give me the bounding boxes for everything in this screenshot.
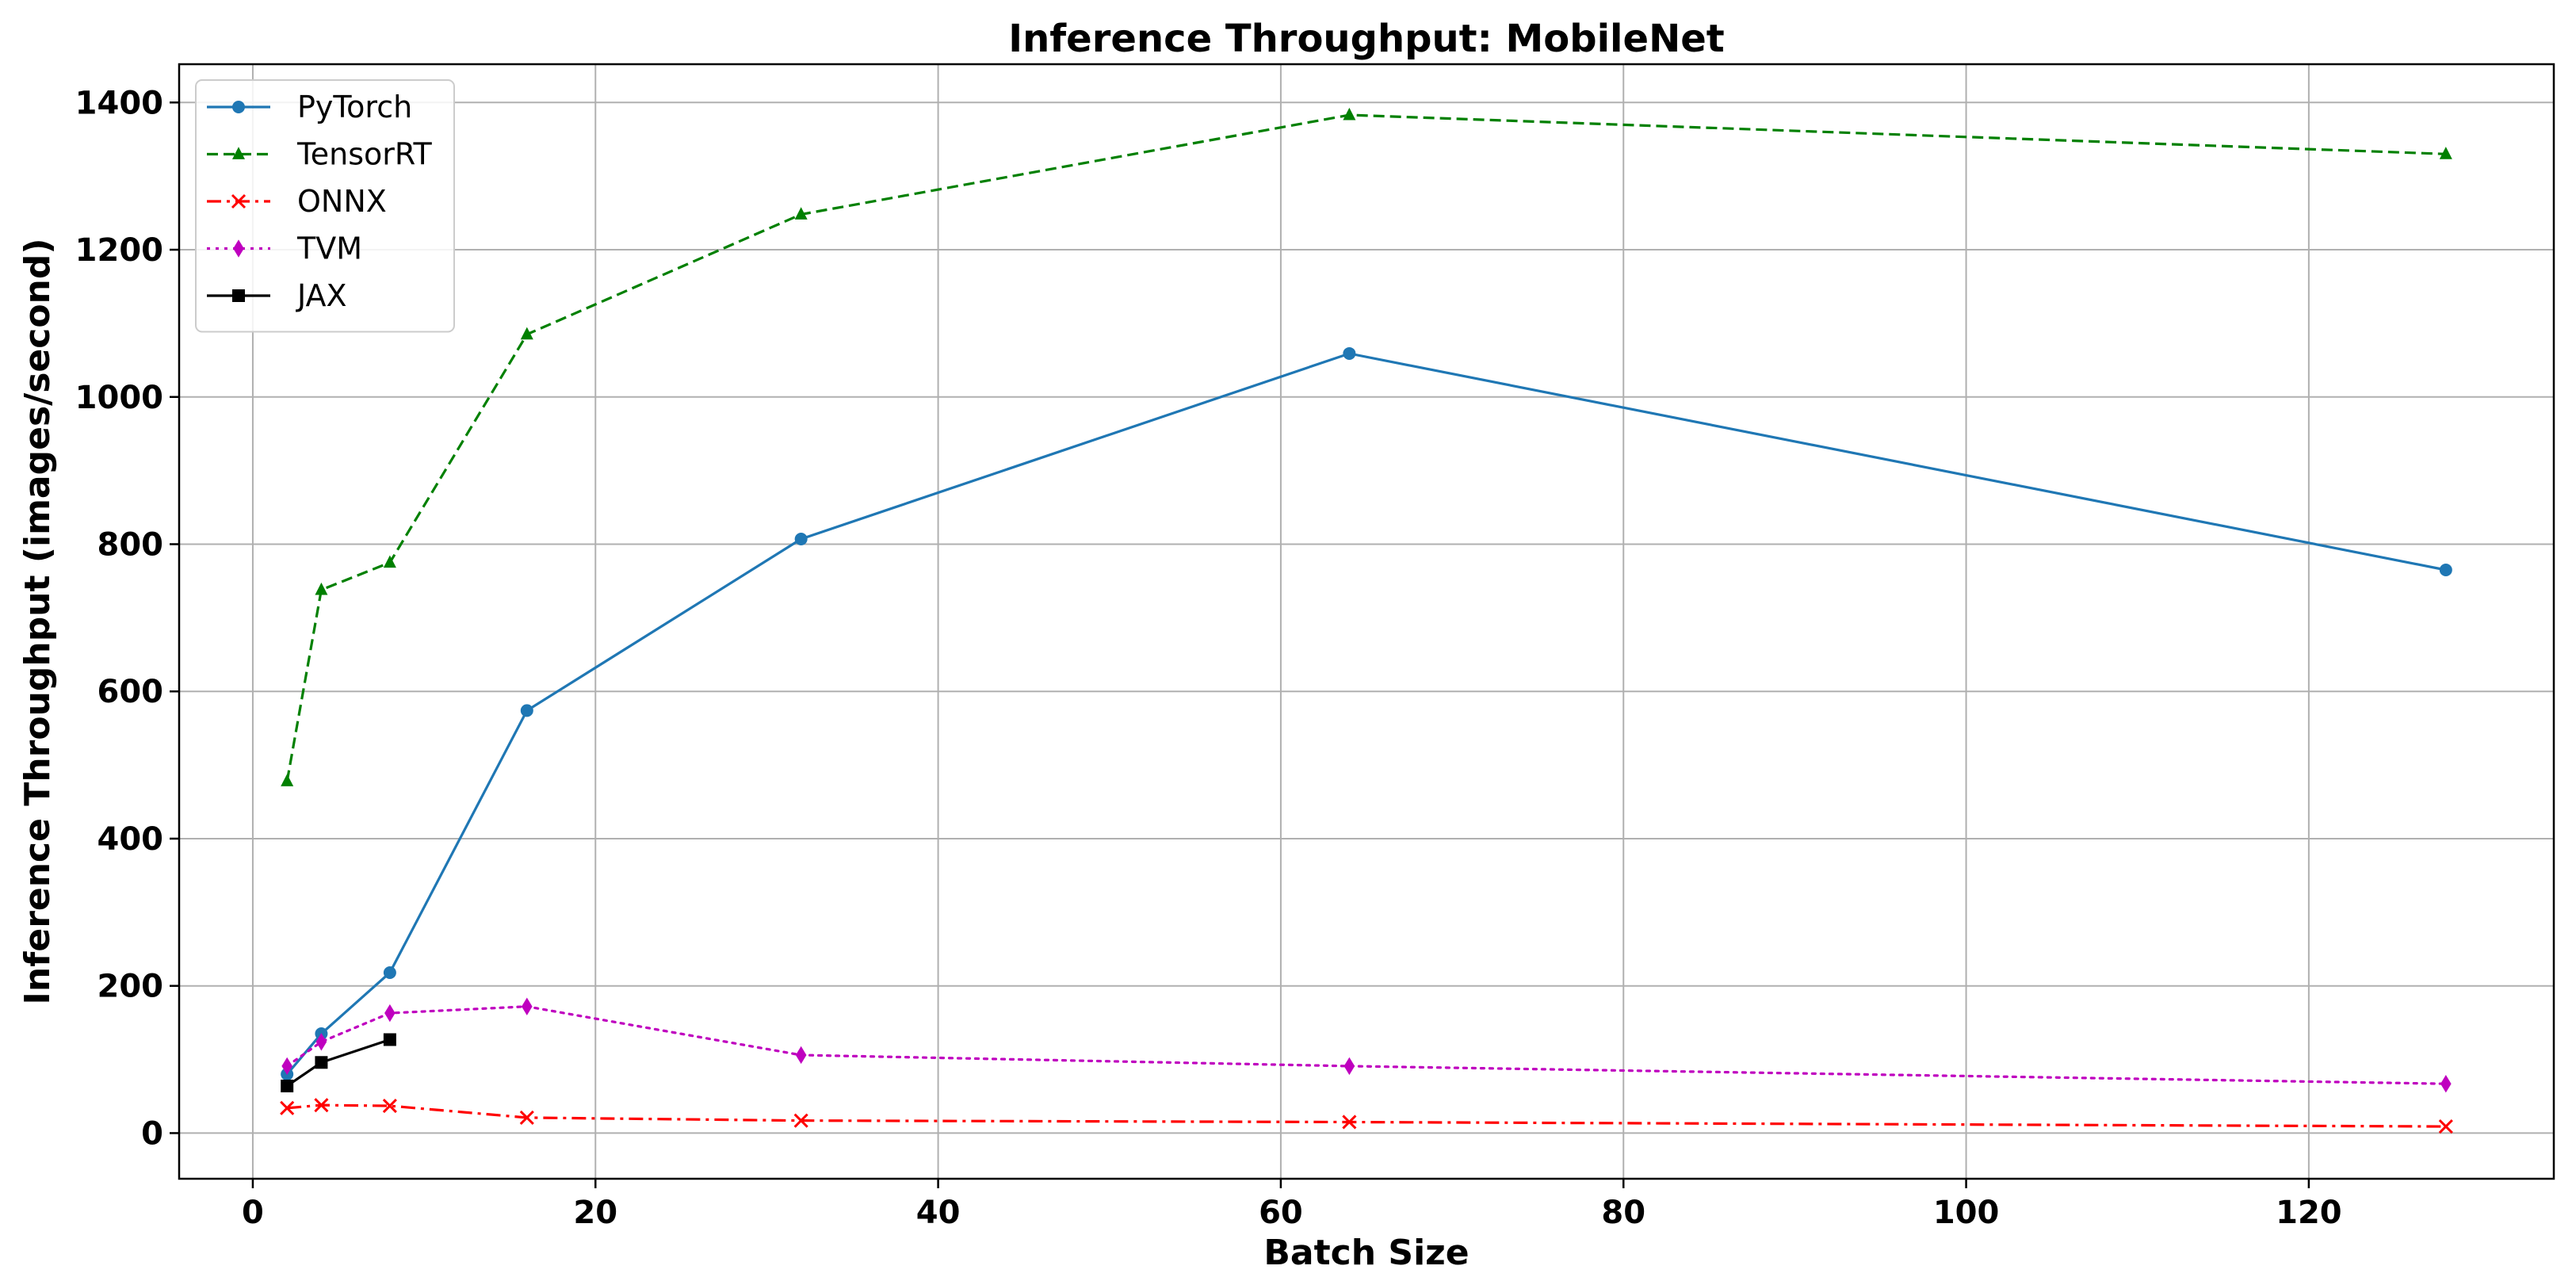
data-point-tvm <box>315 1033 327 1051</box>
legend: PyTorch TensorRT ONNX TVM JAX <box>195 79 455 333</box>
y-tick-label: 1200 <box>75 232 163 269</box>
data-point-onnx <box>793 1113 808 1128</box>
data-point-tvm <box>522 997 533 1015</box>
y-tick-label: 0 <box>141 1115 163 1152</box>
x-tick-label: 40 <box>916 1195 961 1231</box>
series-line-jax <box>286 1038 391 1088</box>
data-point-jax <box>315 1056 328 1069</box>
data-point-pytorch <box>383 966 396 979</box>
data-point-pytorch <box>2439 563 2452 576</box>
legend-item-tvm: TVM <box>207 231 362 266</box>
legend-marker-pytorch <box>232 101 245 113</box>
x-tick-label: 20 <box>573 1195 617 1231</box>
y-tick-label: 800 <box>97 526 164 563</box>
data-point-onnx <box>2438 1119 2453 1134</box>
y-tick-label: 1400 <box>75 85 163 121</box>
x-tick-label: 60 <box>1259 1195 1303 1231</box>
data-point-tvm <box>1343 1057 1355 1076</box>
x-tick-label: 80 <box>1601 1195 1645 1231</box>
data-point-pytorch <box>520 704 533 717</box>
legend-marker-jax <box>232 289 245 302</box>
grid <box>179 64 2554 1179</box>
legend-marker-tvm <box>233 239 244 258</box>
legend-item-pytorch: PyTorch <box>207 90 412 124</box>
x-axis-title: Batch Size <box>1263 1233 1469 1273</box>
series-tensorrt <box>281 107 2452 786</box>
data-point-jax <box>281 1079 294 1092</box>
y-axis-title: Inference Throughput (images/second) <box>17 239 58 1005</box>
data-point-tensorrt <box>1343 107 1356 120</box>
legend-label-onnx: ONNX <box>297 184 387 219</box>
data-point-tvm <box>384 1004 396 1023</box>
data-point-tensorrt <box>2439 147 2452 159</box>
series-layer <box>280 107 2453 1134</box>
legend-box <box>195 79 455 333</box>
data-point-tensorrt <box>281 774 294 786</box>
data-point-onnx <box>1342 1115 1357 1130</box>
data-point-onnx <box>382 1099 397 1114</box>
legend-marker-tensorrt <box>232 147 245 159</box>
series-jax <box>281 1033 396 1092</box>
data-point-tvm <box>2440 1075 2452 1093</box>
legend-label-pytorch: PyTorch <box>297 90 412 124</box>
data-point-tensorrt <box>520 327 533 340</box>
data-point-pytorch <box>794 532 808 545</box>
y-tick-label: 1000 <box>75 380 163 416</box>
x-tick-label: 100 <box>1933 1195 2000 1231</box>
x-tick-label: 0 <box>242 1195 264 1231</box>
series-line-tensorrt <box>285 113 2446 782</box>
legend-label-tvm: TVM <box>296 231 362 266</box>
series-pytorch <box>281 346 2452 1081</box>
series-onnx <box>280 1098 2453 1134</box>
data-point-tvm <box>281 1057 292 1076</box>
plot-frame <box>178 63 2555 1180</box>
y-tick-label: 600 <box>97 674 164 710</box>
series-line-onnx <box>287 1103 2446 1128</box>
y-tick-label: 200 <box>97 969 164 1005</box>
data-point-tensorrt <box>794 207 808 220</box>
legend-item-jax: JAX <box>207 278 347 313</box>
x-tick-label: 120 <box>2276 1195 2342 1231</box>
series-line-pytorch <box>285 352 2447 1076</box>
data-point-onnx <box>280 1100 295 1115</box>
data-point-jax <box>383 1033 396 1046</box>
legend-marker-onnx <box>231 193 247 209</box>
series-tvm <box>281 997 2452 1093</box>
data-point-onnx <box>314 1098 329 1113</box>
legend-item-onnx: ONNX <box>207 184 387 219</box>
data-point-tensorrt <box>315 582 328 595</box>
data-point-tensorrt <box>383 555 396 568</box>
data-point-onnx <box>519 1110 534 1125</box>
legend-label-tensorrt: TensorRT <box>296 137 433 172</box>
legend-item-tensorrt: TensorRT <box>207 137 433 172</box>
legend-label-jax: JAX <box>296 278 347 313</box>
series-line-tvm <box>285 1005 2448 1085</box>
data-point-tvm <box>795 1046 807 1065</box>
chart-title: Inference Throughput: MobileNet <box>1008 17 1724 61</box>
data-point-pytorch <box>1343 346 1356 360</box>
y-tick-label: 400 <box>97 821 164 858</box>
